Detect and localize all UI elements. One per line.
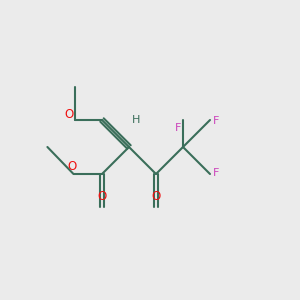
Text: H: H [132,115,140,125]
Text: O: O [152,190,160,202]
Text: F: F [213,116,219,127]
Text: O: O [68,160,76,173]
Text: F: F [175,123,182,133]
Text: F: F [213,167,219,178]
Text: O: O [64,107,74,121]
Text: O: O [98,190,106,202]
